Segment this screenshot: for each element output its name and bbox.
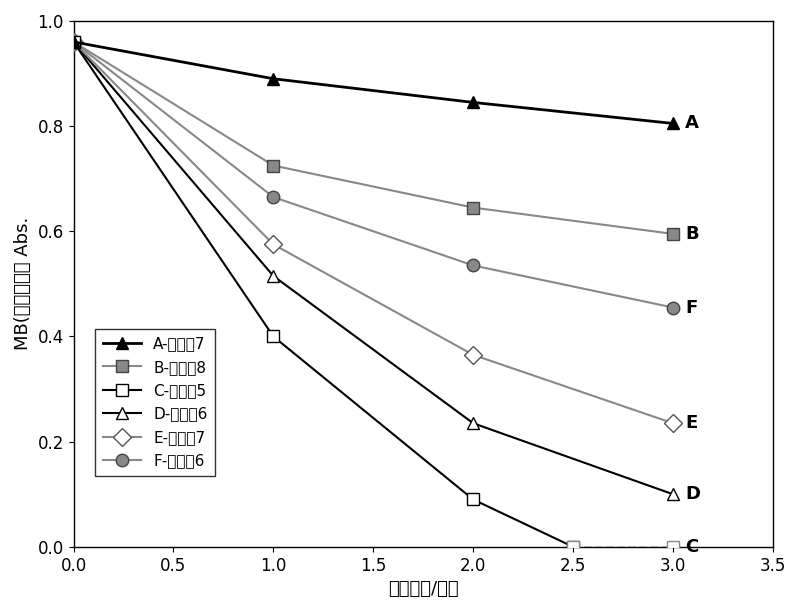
Text: E: E [685,414,698,432]
A-对比外7 [269,75,278,83]
F-对比外6 [269,193,278,201]
A-对比外7 [668,120,678,127]
E-实施外7 [269,241,278,248]
Legend: A-对比外7, B-对比外8, C-实施外5, D-实施外6, E-实施外7, F-对比外6: A-对比外7, B-对比外8, C-实施外5, D-实施外6, E-实施外7, … [95,329,215,476]
A-对比外7 [468,99,478,106]
Line: E-实施外7: E-实施外7 [67,35,679,430]
Line: F-对比外6: F-对比外6 [67,35,679,314]
Text: B: B [685,225,698,243]
F-对比外6 [69,39,78,46]
D-实施外6 [269,272,278,280]
E-实施外7 [69,39,78,46]
Y-axis label: MB(亚甲基蓝） Abs.: MB(亚甲基蓝） Abs. [14,217,32,351]
D-实施外6 [668,491,678,498]
Text: D: D [685,485,700,503]
Text: F: F [685,299,698,316]
D-实施外6 [69,39,78,46]
E-实施外7 [468,351,478,359]
Text: A: A [685,114,699,132]
E-实施外7 [668,420,678,427]
D-实施外6 [468,420,478,427]
Line: B-对比外8: B-对比外8 [67,35,679,240]
B-对比外8 [468,204,478,211]
Line: D-实施外6: D-实施外6 [67,35,679,501]
Line: A-对比外7: A-对比外7 [67,35,679,130]
B-对比外8 [69,39,78,46]
B-对比外8 [269,162,278,169]
B-对比外8 [668,230,678,237]
X-axis label: 光照时间/小时: 光照时间/小时 [388,580,458,598]
F-对比外6 [668,304,678,311]
F-对比外6 [468,262,478,269]
A-对比外7 [69,39,78,46]
Text: C: C [685,538,698,556]
